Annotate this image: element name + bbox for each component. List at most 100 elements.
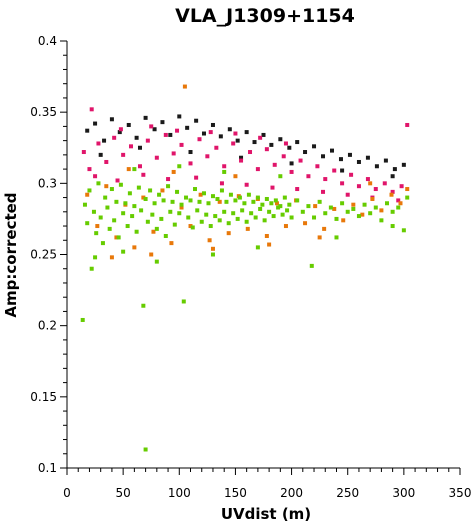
data-point-series-4 bbox=[309, 263, 314, 268]
data-point-series-4 bbox=[244, 219, 249, 224]
data-point-series-4 bbox=[249, 211, 254, 216]
data-point-series-4 bbox=[208, 224, 213, 229]
data-point-series-2 bbox=[244, 182, 249, 187]
data-point-series-4 bbox=[195, 208, 200, 213]
data-point-series-2 bbox=[405, 122, 410, 127]
data-point-series-4 bbox=[109, 187, 114, 192]
data-point-series-2 bbox=[382, 181, 387, 186]
data-point-series-1 bbox=[261, 132, 266, 137]
y-axis-title: Amp:corrected bbox=[2, 192, 20, 317]
data-point-series-2 bbox=[345, 192, 350, 197]
data-point-series-3 bbox=[171, 169, 176, 174]
data-point-series-2 bbox=[365, 177, 370, 182]
data-point-series-4 bbox=[87, 188, 92, 193]
data-point-series-3 bbox=[188, 224, 193, 229]
data-point-series-4 bbox=[136, 185, 141, 190]
data-point-series-4 bbox=[105, 205, 110, 210]
data-point-series-4 bbox=[210, 194, 215, 199]
data-point-series-2 bbox=[219, 181, 224, 186]
data-point-series-4 bbox=[278, 174, 283, 179]
data-point-series-3 bbox=[141, 195, 146, 200]
data-point-series-4 bbox=[116, 235, 121, 240]
data-point-series-3 bbox=[126, 167, 131, 172]
data-point-series-4 bbox=[184, 195, 189, 200]
data-point-series-4 bbox=[237, 195, 242, 200]
data-point-series-4 bbox=[107, 226, 112, 231]
data-point-series-4 bbox=[260, 202, 265, 207]
data-point-series-4 bbox=[219, 188, 224, 193]
data-point-series-1 bbox=[134, 135, 139, 140]
data-point-series-4 bbox=[132, 167, 137, 172]
data-point-series-4 bbox=[328, 205, 333, 210]
data-point-series-2 bbox=[321, 189, 326, 194]
y-tick-label: 0.3 bbox=[38, 176, 57, 190]
data-point-series-1 bbox=[210, 122, 215, 127]
data-point-series-3 bbox=[351, 202, 356, 207]
x-tick-label: 200 bbox=[280, 486, 303, 500]
data-point-series-4 bbox=[145, 219, 150, 224]
data-point-series-4 bbox=[385, 201, 390, 206]
data-point-series-2 bbox=[205, 154, 210, 159]
data-point-series-4 bbox=[206, 201, 211, 206]
data-point-series-4 bbox=[271, 214, 276, 219]
data-point-series-2 bbox=[208, 130, 213, 135]
data-point-series-4 bbox=[273, 198, 278, 203]
data-point-series-4 bbox=[405, 195, 410, 200]
data-point-series-3 bbox=[267, 242, 272, 247]
data-point-series-2 bbox=[194, 175, 199, 180]
data-point-series-4 bbox=[317, 199, 322, 204]
data-point-series-3 bbox=[398, 201, 403, 206]
data-point-series-2 bbox=[289, 169, 294, 174]
data-point-series-3 bbox=[245, 226, 250, 231]
data-point-series-2 bbox=[295, 187, 300, 192]
data-point-series-4 bbox=[217, 218, 222, 223]
data-point-series-3 bbox=[389, 192, 394, 197]
data-point-series-1 bbox=[177, 114, 182, 119]
data-point-series-1 bbox=[390, 174, 395, 179]
data-point-series-2 bbox=[81, 150, 86, 155]
data-point-series-2 bbox=[222, 164, 227, 169]
data-point-series-3 bbox=[332, 206, 337, 211]
data-point-series-1 bbox=[102, 138, 107, 143]
data-point-series-4 bbox=[152, 201, 157, 206]
data-point-series-4 bbox=[121, 249, 126, 254]
data-point-series-4 bbox=[112, 218, 117, 223]
data-point-series-2 bbox=[349, 172, 354, 177]
data-point-series-1 bbox=[365, 155, 370, 160]
data-point-series-4 bbox=[276, 205, 281, 210]
data-point-series-4 bbox=[85, 221, 90, 226]
data-point-series-4 bbox=[401, 228, 406, 233]
data-point-series-1 bbox=[201, 131, 206, 136]
data-point-series-2 bbox=[112, 135, 117, 140]
data-point-series-4 bbox=[197, 199, 202, 204]
data-point-series-4 bbox=[159, 216, 164, 221]
data-point-series-2 bbox=[332, 168, 337, 173]
data-point-series-4 bbox=[161, 198, 166, 203]
data-point-series-1 bbox=[312, 144, 317, 149]
data-point-series-2 bbox=[197, 137, 202, 142]
data-point-series-1 bbox=[295, 140, 300, 145]
data-point-series-1 bbox=[85, 128, 90, 133]
data-point-series-2 bbox=[104, 159, 109, 164]
data-point-series-4 bbox=[210, 252, 215, 257]
data-point-series-3 bbox=[360, 212, 365, 217]
y-tick-label: 0.4 bbox=[38, 34, 57, 48]
data-point-series-1 bbox=[152, 127, 157, 132]
data-point-series-4 bbox=[193, 187, 198, 192]
data-point-series-2 bbox=[396, 198, 401, 203]
data-point-series-3 bbox=[405, 187, 410, 192]
data-point-series-4 bbox=[269, 201, 274, 206]
data-point-series-4 bbox=[82, 202, 87, 207]
data-point-series-4 bbox=[264, 196, 269, 201]
data-point-series-4 bbox=[91, 209, 96, 214]
data-point-series-2 bbox=[141, 172, 146, 177]
data-point-series-3 bbox=[132, 245, 137, 250]
data-point-series-4 bbox=[121, 211, 126, 216]
data-point-series-4 bbox=[188, 198, 193, 203]
data-point-series-4 bbox=[251, 199, 256, 204]
data-point-series-3 bbox=[317, 235, 322, 240]
data-point-series-2 bbox=[231, 141, 236, 146]
data-point-series-4 bbox=[170, 199, 175, 204]
x-tick-label: 300 bbox=[392, 486, 415, 500]
data-point-series-4 bbox=[323, 211, 328, 216]
